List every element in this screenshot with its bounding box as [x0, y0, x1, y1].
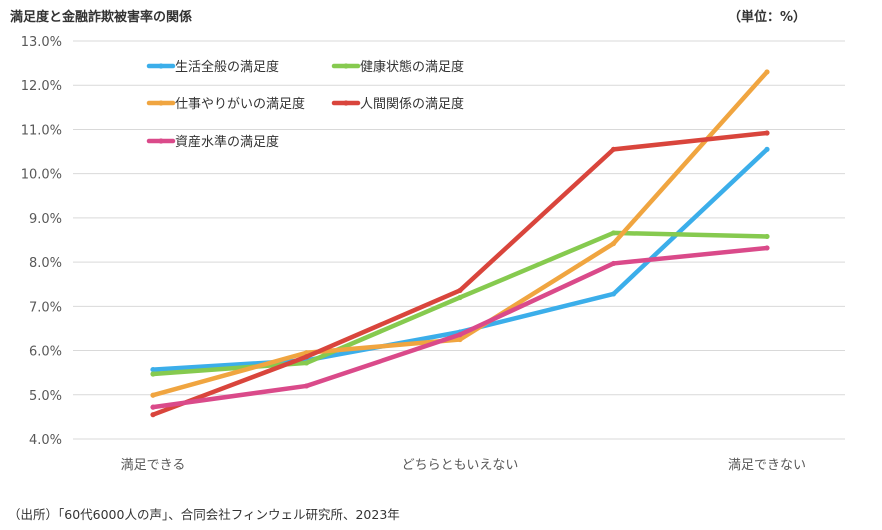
chart-title: 満足度と金融詐欺被害率の関係	[10, 10, 193, 25]
y-tick-label: 11.0%	[21, 123, 62, 138]
series-lines	[150, 69, 770, 418]
data-point	[610, 260, 617, 267]
y-tick-label: 7.0%	[29, 300, 62, 315]
data-point	[150, 412, 156, 418]
y-tick-label: 10.0%	[21, 168, 62, 183]
legend-marker	[158, 63, 164, 69]
x-tick-label: どちらともいえない	[402, 458, 519, 473]
data-point	[764, 245, 770, 251]
y-tick-label: 12.0%	[21, 79, 62, 94]
data-point	[457, 287, 463, 294]
legend-marker	[158, 100, 164, 106]
legend-label: 人間関係の満足度	[360, 96, 464, 112]
x-tick-label: 満足できない	[728, 458, 806, 473]
unit-label: （単位：%）	[727, 10, 806, 25]
legend-marker	[158, 138, 164, 144]
data-point	[150, 392, 156, 398]
legend-label: 生活全般の満足度	[175, 59, 279, 75]
y-tick-label: 8.0%	[29, 256, 62, 271]
data-point	[150, 366, 156, 373]
x-axis-ticks: 満足できる どちらともいえない 満足できない	[121, 458, 806, 473]
y-tick-label: 13.0%	[21, 35, 62, 50]
legend-label: 仕事やりがいの満足度	[175, 96, 305, 112]
legend-label: 健康状態の満足度	[360, 59, 464, 75]
legend-marker	[343, 63, 349, 69]
data-point	[764, 69, 770, 75]
data-point	[610, 230, 617, 236]
data-point	[764, 146, 770, 152]
data-point	[764, 130, 770, 136]
data-point	[303, 383, 310, 389]
data-point	[457, 294, 463, 301]
y-tick-label: 9.0%	[29, 212, 62, 227]
series-line	[150, 230, 770, 377]
y-axis-ticks: 4.0% 5.0% 6.0% 7.0% 8.0% 9.0% 10.0% 11.0% 12.0% 1…	[21, 35, 62, 448]
data-point	[303, 360, 310, 366]
x-tick-label: 満足できる	[121, 458, 186, 473]
source-note: （出所）「60代6000人の声」、合同会社フィンウェル研究所、2023年	[8, 507, 400, 522]
legend-marker	[343, 100, 349, 106]
data-point	[457, 332, 463, 338]
data-point	[303, 354, 310, 360]
data-point	[150, 404, 156, 410]
data-point	[610, 240, 617, 247]
data-point	[610, 291, 617, 297]
line-chart: 4.0% 5.0% 6.0% 7.0% 8.0% 9.0% 10.0% 11.0% 12.0% 1…	[21, 35, 845, 473]
y-tick-label: 4.0%	[29, 433, 62, 448]
data-point	[610, 146, 617, 152]
data-point	[150, 371, 156, 377]
legend-label: 資産水準の満足度	[175, 134, 279, 150]
y-tick-label: 5.0%	[29, 389, 62, 404]
data-point	[457, 336, 463, 343]
data-point	[764, 233, 770, 240]
series-line	[150, 245, 770, 410]
y-tick-label: 6.0%	[29, 345, 62, 360]
